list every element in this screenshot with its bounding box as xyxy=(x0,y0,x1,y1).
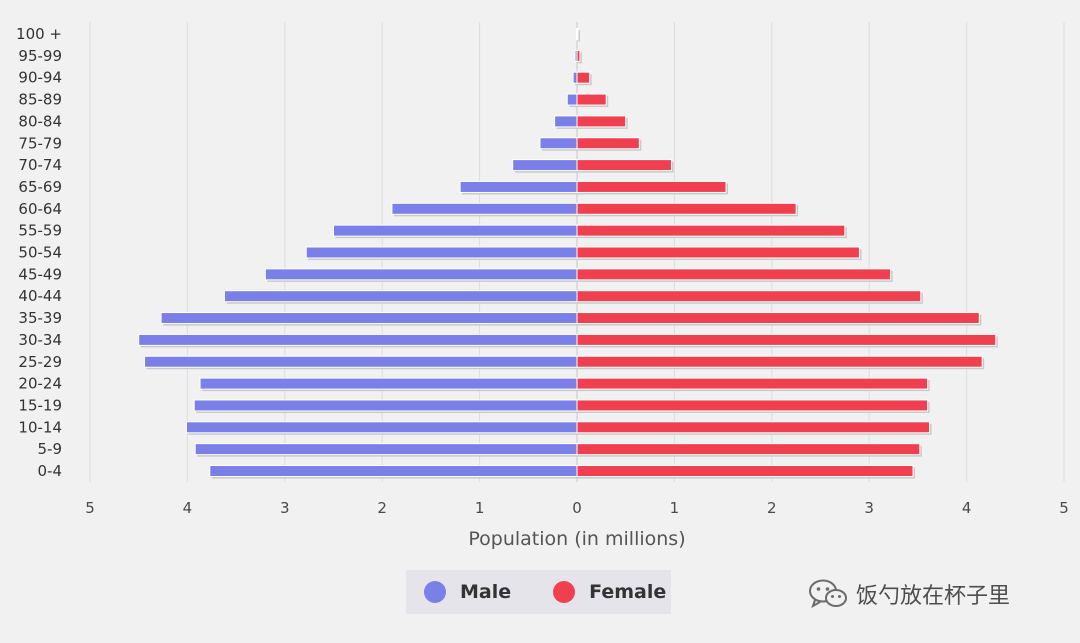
female-bar[interactable] xyxy=(576,180,727,193)
age-label: 30-34 xyxy=(18,331,62,349)
age-label: 100 + xyxy=(16,25,62,43)
watermark: 饭勺放在杯子里 xyxy=(808,578,1010,610)
legend-item-female[interactable]: Female xyxy=(553,581,666,603)
age-label: 60-64 xyxy=(18,200,62,218)
male-bar[interactable] xyxy=(512,159,578,172)
male-bar[interactable] xyxy=(554,115,578,128)
male-bar[interactable] xyxy=(209,465,578,477)
x-axis-label: Population (in millions) xyxy=(468,528,685,550)
female-bar-shadow xyxy=(579,52,582,64)
female-bar[interactable] xyxy=(576,49,581,62)
x-tick-label: 5 xyxy=(1059,499,1069,517)
age-label: 0-4 xyxy=(38,462,63,480)
age-label: 55-59 xyxy=(18,222,62,240)
female-bar[interactable] xyxy=(576,202,797,215)
legend-item-male[interactable]: Male xyxy=(424,581,511,603)
population-pyramid-chart: 100 + 95-99 90-94 85-89 80-84 75-79 70-74 65-69… xyxy=(16,22,1069,550)
female-bar[interactable] xyxy=(576,71,591,84)
male-bar[interactable] xyxy=(199,377,578,390)
x-tick-labels: 5 4 3 2 1 0 1 2 3 4 5 xyxy=(85,499,1069,517)
bars xyxy=(138,28,998,479)
x-tick-label: 4 xyxy=(183,499,193,517)
age-label: 5-9 xyxy=(38,440,63,458)
male-bar[interactable] xyxy=(539,137,578,150)
age-label: 15-19 xyxy=(18,396,62,414)
male-bar[interactable] xyxy=(223,290,578,303)
age-label: 10-14 xyxy=(18,418,62,436)
female-bar[interactable] xyxy=(576,421,931,434)
x-tick-label: 1 xyxy=(670,499,680,517)
female-bar[interactable] xyxy=(576,93,607,106)
age-label: 75-79 xyxy=(18,134,62,152)
age-label: 95-99 xyxy=(18,47,62,65)
female-bar[interactable] xyxy=(576,115,627,128)
wechat-icon xyxy=(809,579,847,609)
legend-male-label: Male xyxy=(460,581,512,603)
age-label: 25-29 xyxy=(18,353,62,371)
male-bar[interactable] xyxy=(185,421,578,434)
legend-female-label: Female xyxy=(589,581,667,603)
x-tick-label: 2 xyxy=(767,499,777,517)
age-label: 45-49 xyxy=(18,265,62,283)
female-bar[interactable] xyxy=(576,246,860,259)
male-bar[interactable] xyxy=(138,333,578,346)
female-bar[interactable] xyxy=(576,333,997,346)
male-bar[interactable] xyxy=(144,355,578,368)
x-tick-label: 2 xyxy=(377,499,387,517)
age-label: 80-84 xyxy=(18,112,62,130)
male-bar[interactable] xyxy=(160,312,578,325)
male-swatch xyxy=(424,581,446,603)
male-bar[interactable] xyxy=(391,202,578,215)
female-bar[interactable] xyxy=(576,312,980,325)
male-bar[interactable] xyxy=(264,268,578,281)
x-tick-label: 5 xyxy=(85,499,95,517)
female-bar[interactable] xyxy=(576,465,914,477)
female-bar[interactable] xyxy=(576,268,892,281)
male-bar[interactable] xyxy=(193,399,578,412)
age-label: 35-39 xyxy=(18,309,62,327)
x-tick-label: 1 xyxy=(475,499,485,517)
female-bar[interactable] xyxy=(576,399,929,412)
male-bar[interactable] xyxy=(459,180,578,193)
female-bar[interactable] xyxy=(576,377,929,390)
x-tick-label: 0 xyxy=(572,499,582,517)
female-swatch xyxy=(553,581,576,603)
female-bar-shadow xyxy=(579,30,580,42)
watermark-text: 饭勺放在杯子里 xyxy=(856,584,1011,609)
age-label: 65-69 xyxy=(18,178,62,196)
female-bar[interactable] xyxy=(576,443,921,456)
age-label: 40-44 xyxy=(18,287,62,305)
x-tick-label: 3 xyxy=(864,499,874,517)
male-bar[interactable] xyxy=(572,71,578,84)
age-label: 70-74 xyxy=(18,156,62,174)
age-label: 20-24 xyxy=(18,375,62,393)
legend: Male Female xyxy=(406,570,671,614)
male-bar[interactable] xyxy=(305,246,578,259)
female-bar[interactable] xyxy=(576,290,922,303)
female-bar[interactable] xyxy=(576,224,846,237)
male-bar[interactable] xyxy=(194,443,578,456)
age-label: 90-94 xyxy=(18,69,62,87)
female-bar[interactable] xyxy=(576,137,640,150)
female-bar[interactable] xyxy=(576,355,983,368)
female-bar[interactable] xyxy=(576,159,672,172)
age-label: 85-89 xyxy=(18,91,62,109)
male-bar[interactable] xyxy=(566,93,578,106)
x-tick-label: 4 xyxy=(962,499,972,517)
female-bar[interactable] xyxy=(576,28,579,40)
age-group-labels: 100 + 95-99 90-94 85-89 80-84 75-79 70-74 65-69… xyxy=(16,25,62,480)
x-tick-label: 3 xyxy=(280,499,290,517)
male-bar[interactable] xyxy=(333,224,578,237)
age-label: 50-54 xyxy=(18,244,62,262)
